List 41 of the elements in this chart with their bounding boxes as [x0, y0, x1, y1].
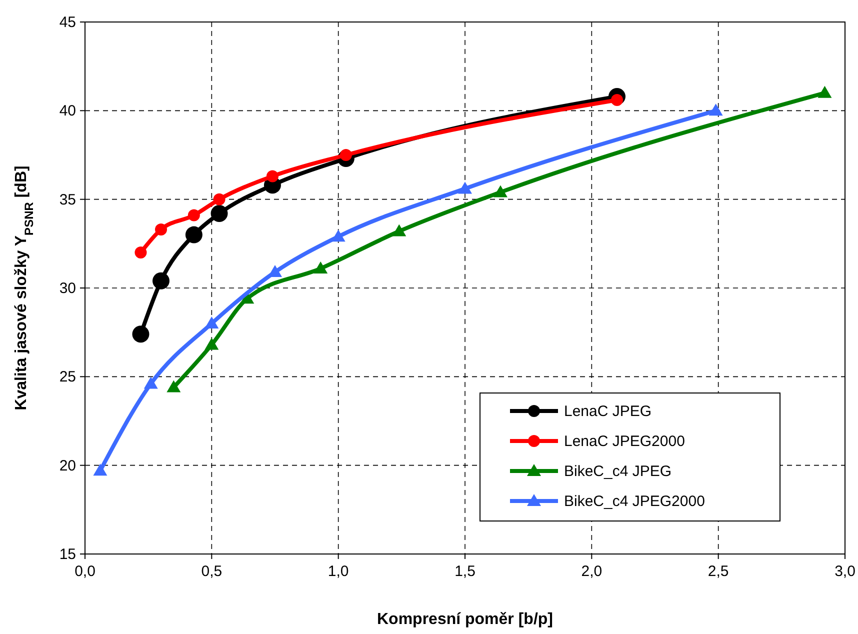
y-tick-label: 25 — [59, 368, 76, 386]
point — [204, 316, 219, 328]
legend-label: BikeC_c4 JPEG — [564, 463, 672, 480]
x-axis-title: Kompresní poměr [b/p] — [376, 611, 554, 628]
legend-label: LenaC JPEG2000 — [564, 433, 685, 450]
point — [210, 205, 228, 222]
x-tick-label: 0,0 — [74, 563, 96, 580]
point — [132, 326, 150, 343]
x-tick-label: 1,5 — [454, 563, 476, 580]
point — [185, 226, 202, 244]
point — [134, 246, 147, 259]
point — [331, 230, 346, 242]
point — [144, 376, 158, 389]
point — [204, 338, 219, 350]
x-tick-label: 1,0 — [328, 563, 349, 580]
point — [458, 182, 472, 194]
y-tick-label: 40 — [59, 102, 76, 120]
point — [493, 185, 508, 198]
y-tick-label: 35 — [59, 191, 76, 208]
point — [155, 223, 167, 236]
point — [314, 261, 328, 274]
point — [93, 464, 108, 476]
point — [268, 265, 282, 278]
x-tick-label: 2,5 — [708, 563, 729, 580]
point — [188, 209, 200, 222]
y-tick-label: 30 — [59, 280, 76, 297]
y-tick-label: 15 — [59, 546, 76, 563]
x-tick-label: 3,0 — [834, 563, 856, 580]
y-tick-label: 20 — [59, 457, 76, 474]
legend-label: BikeC_c4 JPEG2000 — [564, 493, 705, 510]
y-tick-label: 45 — [59, 14, 76, 31]
x-tick-label: 0,5 — [201, 563, 222, 580]
point — [152, 272, 170, 290]
point — [708, 104, 723, 116]
point — [166, 380, 181, 392]
legend-label: LenaC JPEG — [564, 403, 652, 420]
point — [818, 86, 832, 98]
point — [392, 224, 406, 236]
x-tick-label: 2,0 — [581, 563, 602, 580]
point — [266, 170, 278, 182]
point — [213, 193, 226, 206]
